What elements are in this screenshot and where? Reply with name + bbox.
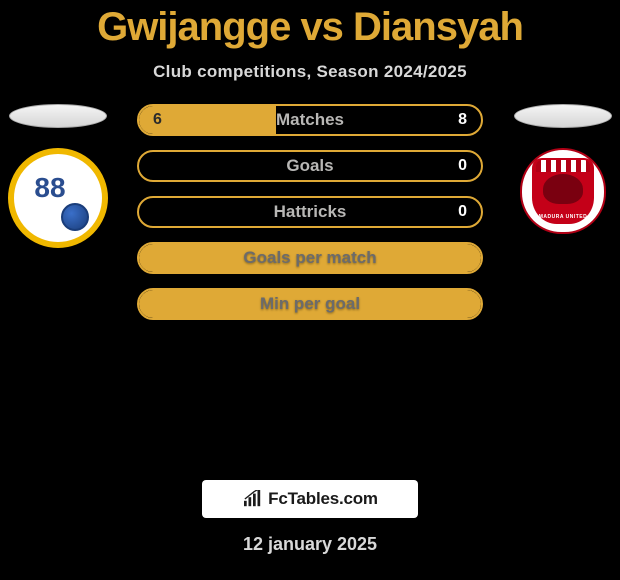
branding-box: FcTables.com bbox=[202, 480, 418, 518]
stats-list: 6 Matches 8 Goals 0 Hattricks 0 Goals per match… bbox=[137, 104, 483, 320]
chart-bars-icon bbox=[242, 490, 264, 508]
stat-value-right: 0 bbox=[458, 203, 467, 221]
main-container: Gwijangge vs Diansyah Club competitions,… bbox=[0, 0, 620, 555]
shield-icon: MADURA UNITED bbox=[532, 158, 594, 224]
bull-icon bbox=[543, 174, 583, 204]
shield-stripes bbox=[536, 160, 590, 172]
stat-bar: Min per goal bbox=[137, 288, 483, 320]
right-club-badge: MADURA UNITED bbox=[520, 148, 606, 234]
stat-label: Goals bbox=[286, 156, 333, 176]
page-title: Gwijangge vs Diansyah bbox=[97, 5, 523, 50]
comparison-row: 88 6Matches8Goals0Hattricks0Goals per ma… bbox=[0, 104, 620, 248]
branding-text: FcTables.com bbox=[268, 489, 378, 509]
stat-value-right: 8 bbox=[458, 111, 467, 129]
stat-bar: Goals 0 bbox=[137, 150, 483, 182]
stat-bar: Goals per match bbox=[137, 242, 483, 274]
stat-value-right: 0 bbox=[458, 157, 467, 175]
left-team-column: 88 bbox=[8, 104, 108, 248]
stat-bar: 6 Matches 8 bbox=[137, 104, 483, 136]
page-subtitle: Club competitions, Season 2024/2025 bbox=[153, 62, 467, 82]
right-flag-placeholder bbox=[514, 104, 612, 128]
footer-date: 12 january 2025 bbox=[243, 534, 377, 555]
left-club-badge: 88 bbox=[8, 148, 108, 248]
soccer-ball-icon bbox=[61, 203, 89, 231]
stat-label: Matches bbox=[276, 110, 344, 130]
left-badge-number: 88 bbox=[34, 172, 65, 204]
stat-label: Goals per match bbox=[243, 248, 376, 268]
stat-label: Hattricks bbox=[274, 202, 347, 222]
stat-value-left: 6 bbox=[153, 111, 162, 129]
left-flag-placeholder bbox=[9, 104, 107, 128]
stat-label: Min per goal bbox=[260, 294, 360, 314]
right-badge-label: MADURA UNITED bbox=[532, 214, 594, 220]
right-team-column: MADURA UNITED bbox=[514, 104, 612, 234]
stat-bar: Hattricks 0 bbox=[137, 196, 483, 228]
